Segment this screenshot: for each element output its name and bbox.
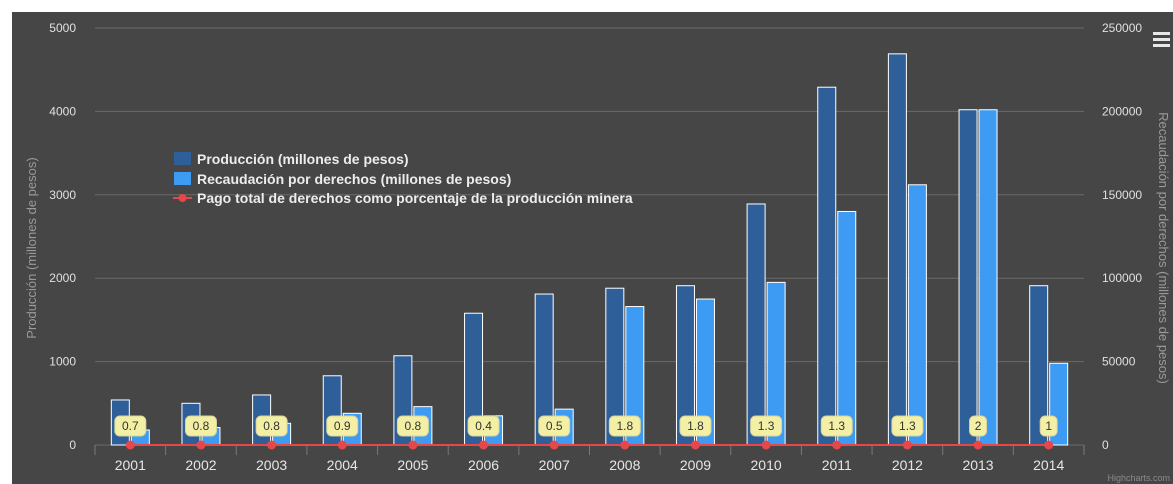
left-tick-label: 5000 [49, 21, 76, 35]
percentage-point[interactable] [549, 440, 559, 450]
percentage-point[interactable] [690, 440, 700, 450]
data-label-box [820, 415, 853, 437]
x-axis-ticks: 2001 2002 2003 2004 2005 2006 2007 2008 2009 2010… [94, 445, 1085, 473]
bar-production[interactable] [746, 203, 766, 446]
legend-swatch-production [174, 152, 191, 165]
x-tick-label: 2005 [397, 457, 428, 473]
bar-collection[interactable] [907, 184, 927, 446]
x-tick-label: 2012 [892, 457, 923, 473]
data-label: 2 [975, 419, 982, 433]
right-tick-label: 100000 [1102, 271, 1142, 285]
percentage-point[interactable] [337, 440, 347, 450]
right-tick-label: 50000 [1102, 355, 1136, 369]
data-label: 0.9 [334, 419, 351, 433]
credit-link[interactable]: Highcharts.com [1107, 473, 1170, 483]
bars [110, 53, 1069, 446]
data-label: 1.8 [687, 419, 704, 433]
percentage-point[interactable] [479, 440, 489, 450]
x-tick-label: 2007 [539, 457, 570, 473]
data-label: 1.8 [616, 419, 633, 433]
x-tick-label: 2004 [327, 457, 358, 473]
x-tick-label: 2002 [185, 457, 216, 473]
data-label-box [608, 415, 641, 437]
data-label-box [396, 415, 429, 437]
percentage-point[interactable] [973, 440, 983, 450]
data-label-box [184, 415, 217, 437]
left-axis-title: Producción (millones de pesos) [24, 157, 39, 338]
right-tick-label: 250000 [1102, 21, 1142, 35]
data-label: 0.7 [122, 419, 139, 433]
data-label-box [750, 415, 783, 437]
data-label-box [969, 415, 988, 437]
x-tick-label: 2009 [680, 457, 711, 473]
legend-item-collection[interactable]: Recaudación por derechos (millones de pe… [174, 171, 511, 187]
right-tick-label: 200000 [1102, 104, 1142, 118]
legend-label-percentage: Pago total de derechos como porcentaje d… [197, 190, 633, 206]
x-tick-label: 2008 [609, 457, 640, 473]
percentage-point[interactable] [1044, 440, 1054, 450]
data-label-box [255, 415, 288, 437]
percentage-point[interactable] [408, 440, 418, 450]
percentage-point[interactable] [620, 440, 630, 450]
left-tick-label: 4000 [49, 104, 76, 118]
legend-item-percentage[interactable]: Pago total de derechos como porcentaje d… [173, 190, 633, 206]
right-axis-title: Recaudación por derechos (millones de pe… [1156, 112, 1171, 384]
legend[interactable]: Producción (millones de pesos) Recaudaci… [173, 151, 633, 206]
data-label: 0.4 [475, 419, 492, 433]
data-label-box [326, 415, 359, 437]
percentage-point[interactable] [761, 440, 771, 450]
right-tick-label: 0 [1102, 438, 1109, 452]
data-label: 1.3 [758, 419, 775, 433]
percentage-point[interactable] [196, 440, 206, 450]
left-tick-label: 1000 [49, 355, 76, 369]
legend-label-production: Producción (millones de pesos) [197, 151, 409, 167]
percentage-point[interactable] [902, 440, 912, 450]
x-tick-label: 2001 [115, 457, 146, 473]
hamburger-menu-icon[interactable] [1151, 30, 1171, 50]
data-label: 0.8 [193, 419, 210, 433]
data-label: 0.8 [405, 419, 422, 433]
legend-swatch-collection [174, 172, 191, 185]
data-label: 1 [1045, 419, 1052, 433]
bar-production[interactable] [817, 86, 837, 446]
data-label-box [538, 415, 571, 437]
percentage-line [125, 440, 1054, 450]
data-label-box [891, 415, 924, 437]
data-labels: 0.7 0.8 0.8 0.9 0.8 0.4 0.5 1.8 1.8 1.3 1.3 1.3 2 1 [114, 415, 1058, 437]
bar-production[interactable] [958, 109, 978, 446]
legend-label-collection: Recaudación por derechos (millones de pe… [197, 171, 511, 187]
x-tick-label: 2010 [751, 457, 782, 473]
x-tick-label: 2014 [1033, 457, 1064, 473]
bar-collection[interactable] [837, 210, 857, 446]
data-label: 0.5 [546, 419, 563, 433]
right-tick-label: 150000 [1102, 188, 1142, 202]
data-label: 0.8 [263, 419, 280, 433]
right-axis-ticks: 0 50000 100000 150000 200000 250000 [1102, 21, 1142, 452]
x-tick-label: 2011 [822, 457, 852, 473]
percentage-point[interactable] [832, 440, 842, 450]
x-tick-label: 2003 [256, 457, 287, 473]
legend-marker-percentage [178, 194, 187, 202]
bar-collection[interactable] [978, 109, 998, 446]
bar-production[interactable] [887, 53, 907, 446]
percentage-point[interactable] [267, 440, 277, 450]
x-tick-label: 2006 [468, 457, 499, 473]
left-tick-label: 0 [69, 438, 76, 452]
data-label-box [114, 415, 147, 437]
left-axis-ticks: 0 1000 2000 3000 4000 5000 [49, 21, 76, 452]
x-tick-label: 2013 [962, 457, 993, 473]
data-label-box [679, 415, 712, 437]
left-tick-label: 2000 [49, 271, 76, 285]
data-label-box [467, 415, 500, 437]
legend-item-production[interactable]: Producción (millones de pesos) [174, 151, 409, 167]
data-label-box [1039, 415, 1058, 437]
data-label: 1.3 [899, 419, 916, 433]
left-tick-label: 3000 [49, 188, 76, 202]
percentage-point[interactable] [125, 440, 135, 450]
data-label: 1.3 [828, 419, 845, 433]
